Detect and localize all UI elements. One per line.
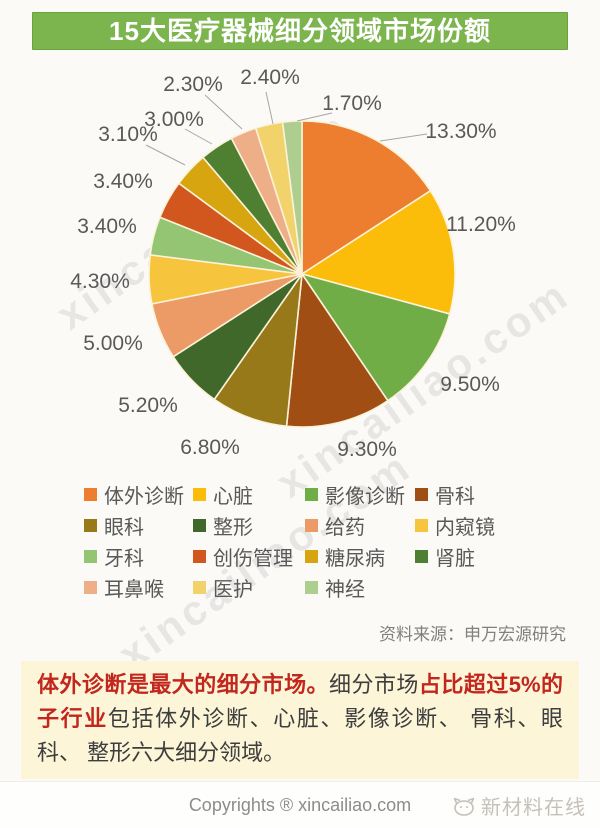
pie-slice-骨科 xyxy=(285,273,389,428)
legend-item-糖尿病: 糖尿病 xyxy=(305,545,415,570)
footer: Copyrights ® xincailiao.com 新材料在线 xyxy=(0,781,600,828)
pie-label-影像诊断: 9.50% xyxy=(440,373,500,396)
pie-label-内窥镜: 4.30% xyxy=(70,270,130,293)
legend-label: 创伤管理 xyxy=(213,547,293,570)
legend-item-耳鼻喉: 耳鼻喉 xyxy=(84,576,193,601)
note-highlight-2: 占比超过5%的子行业 xyxy=(37,672,563,731)
legend-swatch xyxy=(305,549,318,563)
pie-label-糖尿病: 3.10% xyxy=(98,123,158,146)
pie-label-心脏: 11.20% xyxy=(446,213,516,236)
legend-label: 骨科 xyxy=(435,485,475,508)
legend-label: 肾脏 xyxy=(435,547,475,570)
legend-item-整形: 整形 xyxy=(193,514,305,539)
legend-item-肾脏: 肾脏 xyxy=(415,545,584,570)
label-leader-line xyxy=(145,144,186,166)
pie-label-牙科: 3.40% xyxy=(77,215,137,238)
copyright-text: Copyrights ® xincailiao.com xyxy=(188,795,412,815)
summary-note: 体外诊断是最大的细分市场。细分市场占比超过5%的子行业包括体外诊断、心脏、影像诊… xyxy=(21,661,579,779)
label-leader-line xyxy=(184,128,213,145)
pie-slice-心脏 xyxy=(301,190,456,315)
legend-label: 影像诊断 xyxy=(325,485,405,508)
legend-swatch xyxy=(305,487,318,501)
label-leader-line xyxy=(265,91,274,125)
legend-label: 内窥镜 xyxy=(435,516,495,539)
pie-label-神经: 1.70% xyxy=(322,92,382,115)
pie-label-整形: 5.20% xyxy=(118,394,178,417)
legend-label: 医护 xyxy=(213,578,253,601)
legend-label: 耳鼻喉 xyxy=(104,578,164,601)
legend-label: 神经 xyxy=(325,578,365,601)
legend-item-医护: 医护 xyxy=(193,576,305,601)
legend-label: 体外诊断 xyxy=(104,485,184,508)
pie-slice-影像诊断 xyxy=(301,273,451,402)
pie-slice-体外诊断 xyxy=(301,120,432,275)
pie-label-眼科: 6.80% xyxy=(180,436,240,459)
chart-title: 15大医疗器械细分领域市场份额 xyxy=(109,16,491,46)
chart-title-bar: 15大医疗器械细分领域市场份额 xyxy=(32,12,568,50)
legend-swatch xyxy=(193,549,206,563)
pie-label-医护: 2.40% xyxy=(240,66,300,89)
legend-item-体外诊断: 体外诊断 xyxy=(84,483,193,508)
legend-swatch xyxy=(305,580,318,594)
legend-label: 心脏 xyxy=(213,485,253,508)
label-leader-line xyxy=(204,94,243,130)
legend-swatch xyxy=(305,518,318,532)
xincailiao-logo-icon xyxy=(453,797,475,816)
pie-chart: 13.30% 11.20% 9.50% 9.30% 6.80%5.20% 5.00% 4.3… xyxy=(70,66,516,461)
legend-swatch xyxy=(84,487,97,501)
pie-label-肾脏: 3.00% xyxy=(144,108,204,131)
note-text-2: 包括体外诊断、心脏、影像诊断、 骨科、眼科、 整形六大细分领域。 xyxy=(37,706,563,765)
label-leader-line xyxy=(296,112,333,122)
legend-item-神经: 神经 xyxy=(305,576,415,601)
legend-swatch xyxy=(193,518,206,532)
legend-label: 糖尿病 xyxy=(325,547,385,570)
legend-swatch xyxy=(415,487,428,501)
label-leader-line xyxy=(379,133,428,142)
pie-label-体外诊断: 13.30% xyxy=(425,120,496,143)
pie-label-给药: 5.00% xyxy=(83,332,143,355)
legend-swatch xyxy=(415,549,428,563)
legend-swatch xyxy=(193,580,206,594)
legend-swatch xyxy=(415,518,428,532)
legend-label: 整形 xyxy=(213,516,253,539)
legend-label: 牙科 xyxy=(104,547,144,570)
pie-label-耳鼻喉: 2.30% xyxy=(163,73,223,96)
pie-label-骨科: 9.30% xyxy=(337,438,397,461)
legend-swatch xyxy=(84,580,97,594)
legend-item-骨科: 骨科 xyxy=(415,483,584,508)
legend-swatch xyxy=(84,549,97,563)
legend-label: 给药 xyxy=(325,516,365,539)
legend-label: 眼科 xyxy=(104,516,144,539)
data-source-note: 资料来源：申万宏源研究 xyxy=(379,625,566,644)
pie-slice-神经 xyxy=(281,120,303,275)
note-text-1: 细分市场 xyxy=(329,672,419,697)
legend-item-牙科: 牙科 xyxy=(84,545,193,570)
chart-legend: 体外诊断 心脏 影像诊断 骨科眼科 整形 给药 内窥镜牙科 创伤管理 糖尿病 肾脏耳鼻喉 医护 神经 xyxy=(84,483,584,601)
legend-item-给药: 给药 xyxy=(305,514,415,539)
legend-item-影像诊断: 影像诊断 xyxy=(305,483,415,508)
note-highlight-1: 体外诊断是最大的细分市场。 xyxy=(37,672,330,697)
pie-label-创伤管理: 3.40% xyxy=(93,170,153,193)
legend-item-心脏: 心脏 xyxy=(193,483,305,508)
legend-item-创伤管理: 创伤管理 xyxy=(193,545,305,570)
legend-swatch xyxy=(84,518,97,532)
legend-item-眼科: 眼科 xyxy=(84,514,193,539)
brand-name: 新材料在线 xyxy=(481,797,586,819)
legend-swatch xyxy=(193,487,206,501)
legend-item-内窥镜: 内窥镜 xyxy=(415,514,584,539)
brand-logo: 新材料在线 xyxy=(451,791,586,820)
